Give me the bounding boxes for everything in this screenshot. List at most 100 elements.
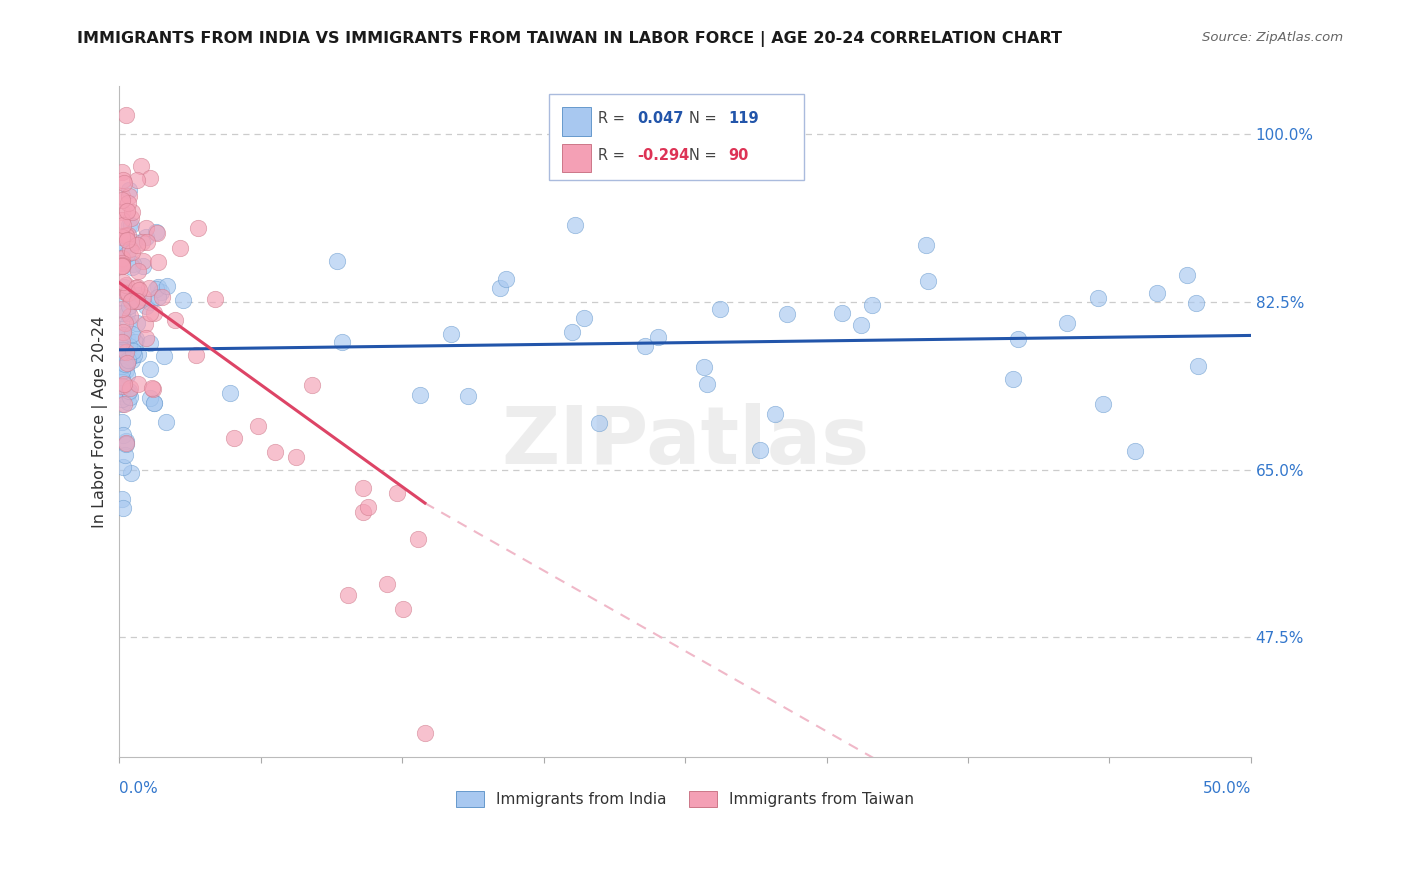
Immigrants from India xyxy=(114,449,136,463)
Immigrants from India xyxy=(860,298,883,312)
Y-axis label: In Labor Force | Age 20-24: In Labor Force | Age 20-24 xyxy=(93,316,108,528)
Immigrants from India xyxy=(489,281,512,295)
Immigrants from Taiwan xyxy=(125,238,148,252)
Legend: Immigrants from India, Immigrants from Taiwan: Immigrants from India, Immigrants from T… xyxy=(450,785,920,813)
Immigrants from Taiwan xyxy=(141,381,163,395)
Immigrants from India xyxy=(142,396,165,410)
Immigrants from Taiwan xyxy=(336,588,359,602)
Immigrants from India xyxy=(120,219,142,233)
Immigrants from Taiwan xyxy=(120,242,142,256)
Immigrants from India xyxy=(111,389,134,403)
Immigrants from India xyxy=(588,416,610,430)
Immigrants from Taiwan xyxy=(111,165,134,179)
Immigrants from India xyxy=(111,327,134,342)
Immigrants from India xyxy=(115,434,138,448)
Immigrants from India xyxy=(121,260,143,275)
Immigrants from India xyxy=(132,260,155,274)
Text: N =: N = xyxy=(689,148,721,163)
Immigrants from India xyxy=(564,219,586,233)
Immigrants from Taiwan xyxy=(413,726,436,740)
Immigrants from India xyxy=(139,335,162,350)
Immigrants from India xyxy=(139,362,162,376)
Text: -0.294: -0.294 xyxy=(637,148,690,163)
Immigrants from India xyxy=(149,285,172,300)
Immigrants from Taiwan xyxy=(127,294,149,309)
Immigrants from India xyxy=(709,302,731,317)
Immigrants from India xyxy=(115,355,138,369)
Immigrants from India xyxy=(122,348,145,362)
Immigrants from Taiwan xyxy=(125,280,148,294)
Immigrants from Taiwan xyxy=(117,286,139,301)
Immigrants from Taiwan xyxy=(150,290,173,304)
Immigrants from India xyxy=(146,290,169,304)
Immigrants from Taiwan xyxy=(385,485,408,500)
Immigrants from Taiwan xyxy=(112,275,135,289)
Immigrants from Taiwan xyxy=(169,241,191,255)
Immigrants from India xyxy=(111,491,134,506)
Immigrants from India xyxy=(1002,372,1025,386)
Immigrants from Taiwan xyxy=(142,306,165,320)
Immigrants from India xyxy=(156,279,179,293)
Immigrants from India xyxy=(135,299,157,313)
Immigrants from Taiwan xyxy=(134,318,156,332)
Immigrants from Taiwan xyxy=(111,325,134,339)
Immigrants from Taiwan xyxy=(132,254,155,268)
Immigrants from Taiwan xyxy=(352,482,374,496)
Text: 90: 90 xyxy=(728,148,748,163)
Immigrants from India xyxy=(139,392,162,406)
Immigrants from India xyxy=(114,337,136,351)
Immigrants from India xyxy=(118,299,141,313)
Text: 50.0%: 50.0% xyxy=(1202,780,1251,796)
Immigrants from India xyxy=(120,467,142,481)
Immigrants from Taiwan xyxy=(118,309,141,323)
Immigrants from Taiwan xyxy=(112,219,135,233)
Immigrants from India xyxy=(763,407,786,421)
Immigrants from India xyxy=(111,428,134,442)
Immigrants from India xyxy=(135,229,157,244)
Immigrants from India xyxy=(693,359,716,374)
Immigrants from India xyxy=(153,349,176,363)
Immigrants from India xyxy=(495,272,517,286)
Immigrants from India xyxy=(1187,359,1209,374)
Immigrants from India xyxy=(115,362,138,376)
Immigrants from Taiwan xyxy=(111,301,134,316)
FancyBboxPatch shape xyxy=(562,144,591,172)
Immigrants from Taiwan xyxy=(117,195,139,210)
Text: N =: N = xyxy=(689,111,721,126)
Immigrants from India xyxy=(457,389,479,403)
Immigrants from Taiwan xyxy=(204,292,226,306)
Immigrants from Taiwan xyxy=(224,432,246,446)
Immigrants from India xyxy=(127,346,149,360)
Text: 119: 119 xyxy=(728,111,759,126)
Text: Source: ZipAtlas.com: Source: ZipAtlas.com xyxy=(1202,31,1343,45)
Immigrants from India xyxy=(111,359,134,373)
Immigrants from Taiwan xyxy=(118,189,141,203)
Immigrants from Taiwan xyxy=(112,173,135,187)
Immigrants from Taiwan xyxy=(375,576,398,591)
Immigrants from India xyxy=(831,306,853,320)
Immigrants from India xyxy=(111,385,134,400)
Immigrants from Taiwan xyxy=(111,259,134,273)
Immigrants from Taiwan xyxy=(135,220,157,235)
Immigrants from Taiwan xyxy=(131,235,153,249)
Immigrants from India xyxy=(776,307,799,321)
Immigrants from India xyxy=(115,247,138,261)
Immigrants from Taiwan xyxy=(138,306,160,320)
Immigrants from Taiwan xyxy=(114,285,136,299)
Immigrants from India xyxy=(114,279,136,293)
Immigrants from Taiwan xyxy=(148,255,170,269)
Immigrants from Taiwan xyxy=(117,355,139,369)
Immigrants from India xyxy=(118,218,141,232)
Immigrants from Taiwan xyxy=(406,532,429,546)
Immigrants from India xyxy=(111,415,134,429)
Immigrants from India xyxy=(115,306,138,320)
Immigrants from Taiwan xyxy=(128,283,150,297)
Immigrants from India xyxy=(124,335,146,350)
Immigrants from Taiwan xyxy=(111,378,134,392)
Immigrants from India xyxy=(1123,443,1146,458)
Immigrants from India xyxy=(111,291,134,305)
FancyBboxPatch shape xyxy=(562,107,591,136)
Immigrants from Taiwan xyxy=(127,264,149,278)
Immigrants from India xyxy=(111,501,134,516)
Immigrants from India xyxy=(1007,332,1029,346)
